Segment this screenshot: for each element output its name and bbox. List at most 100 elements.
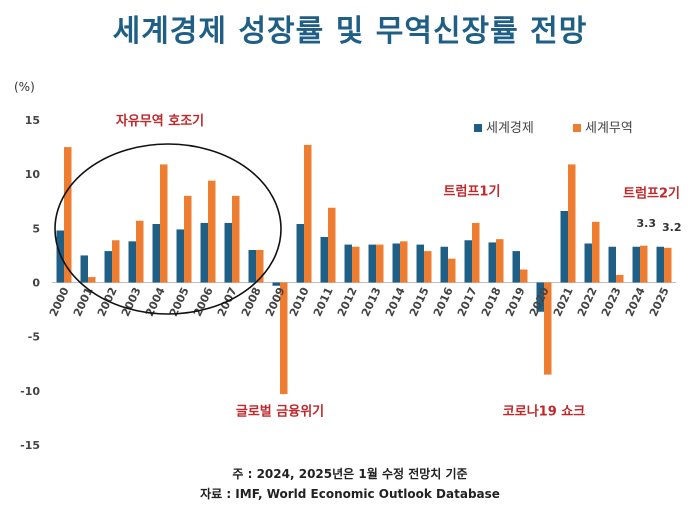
legend-label: 세계경제 <box>486 121 534 136</box>
x-tick-label: 2021 <box>551 285 576 318</box>
x-tick-label: 2018 <box>479 285 504 318</box>
bar-world-trade-2014 <box>400 241 408 283</box>
bar-world-economy-2025 <box>656 246 664 283</box>
bar-world-trade-2024 <box>640 245 648 283</box>
annotation-label: 글로벌 금융위기 <box>236 403 324 419</box>
legend: 세계경제 세계무역 <box>474 121 633 136</box>
bar-world-trade-2015 <box>424 251 432 283</box>
bar-world-economy-2019 <box>512 251 520 283</box>
bar-world-economy-2004 <box>152 224 160 283</box>
x-tick-label: 2015 <box>407 285 432 318</box>
y-tick-label: 15 <box>25 114 40 127</box>
x-tick-label: 2017 <box>455 285 480 318</box>
bar-world-economy-2013 <box>368 244 376 283</box>
bar-world-economy-2024 <box>632 246 640 283</box>
x-tick-label: 2001 <box>71 285 96 318</box>
data-label: 3.2 <box>662 221 682 234</box>
bar-world-trade-2023 <box>616 274 624 283</box>
y-tick-label: 10 <box>25 168 41 181</box>
bars <box>56 144 672 395</box>
bar-world-economy-2018 <box>488 242 496 283</box>
x-tick-label: 2010 <box>287 285 312 319</box>
chart-title: 세계경제 성장률 및 무역신장률 전망 <box>112 14 588 49</box>
y-tick-label: 5 <box>32 222 40 235</box>
y-axis-unit: (%) <box>14 80 35 94</box>
x-tick-label: 2014 <box>383 285 408 319</box>
x-tick-label: 2003 <box>119 285 144 318</box>
bar-world-economy-2009 <box>272 282 280 286</box>
bar-world-economy-2007 <box>224 222 232 283</box>
legend-swatch <box>474 124 482 132</box>
x-tick-label: 2011 <box>311 285 336 318</box>
bar-world-trade-2000 <box>64 147 72 283</box>
bar-world-economy-2016 <box>440 246 448 283</box>
annotation-label: 트럼프1기 <box>444 184 501 199</box>
data-label: 3.3 <box>637 217 657 230</box>
x-tick-label: 2008 <box>239 285 264 318</box>
bar-world-economy-2001 <box>80 255 88 283</box>
bar-world-trade-2019 <box>520 269 528 283</box>
bar-world-economy-2017 <box>464 240 472 283</box>
bar-world-economy-2002 <box>104 251 112 283</box>
bar-world-trade-2005 <box>184 195 192 283</box>
free-trade-period-circle <box>54 143 282 315</box>
x-tick-label: 2016 <box>431 285 456 319</box>
bar-world-economy-2015 <box>416 244 424 283</box>
x-tick-label: 2012 <box>335 285 360 318</box>
x-tick-label: 2000 <box>47 285 72 319</box>
bar-world-trade-2004 <box>160 164 168 283</box>
bar-world-trade-2001 <box>88 277 96 283</box>
x-tick-label: 2022 <box>575 285 600 318</box>
data-labels: 3.3 3.2 <box>637 217 682 234</box>
x-tick-label: 2024 <box>623 285 648 319</box>
bar-world-economy-2011 <box>320 237 328 283</box>
legend-label: 세계무역 <box>585 121 633 136</box>
bar-world-economy-2020 <box>536 282 544 312</box>
y-tick-label: -10 <box>20 385 40 398</box>
bar-world-trade-2009 <box>280 282 288 395</box>
bar-world-economy-2021 <box>560 211 568 283</box>
bar-world-economy-2005 <box>176 229 184 283</box>
x-tick-label: 2025 <box>647 285 672 318</box>
x-tick-label: 2006 <box>191 285 216 319</box>
bar-world-trade-2025 <box>664 247 672 283</box>
bar-world-trade-2003 <box>136 220 144 283</box>
bar-world-trade-2016 <box>448 258 456 283</box>
bar-world-trade-2007 <box>232 195 240 283</box>
annotation-label: 트럼프2기 <box>623 187 680 202</box>
x-tick-label: 2013 <box>359 285 384 318</box>
bar-world-trade-2017 <box>472 222 480 283</box>
annotation-label: 자유무역 호조기 <box>116 113 204 129</box>
bar-world-economy-2023 <box>608 246 616 283</box>
bar-world-trade-2022 <box>592 221 600 283</box>
x-axis-ticks: 2000 2001 2002 2003 2004 2005 2006 2007 2008 2009… <box>47 285 672 319</box>
bar-world-trade-2010 <box>304 144 312 283</box>
bar-world-trade-2011 <box>328 207 336 283</box>
bar-world-trade-2002 <box>112 240 120 283</box>
y-tick-label: -5 <box>28 331 40 344</box>
bar-world-economy-2014 <box>392 243 400 283</box>
bar-world-economy-2010 <box>296 224 304 283</box>
legend-swatch <box>573 124 581 132</box>
bar-world-economy-2006 <box>200 222 208 283</box>
x-tick-label: 2023 <box>599 285 624 318</box>
bar-world-trade-2013 <box>376 244 384 283</box>
bar-world-economy-2022 <box>584 243 592 283</box>
bar-world-economy-2008 <box>248 250 256 283</box>
notes-block: 주 : 2024, 2025년은 1월 수정 전망치 기준 자료 : IMF, … <box>0 464 700 504</box>
bar-world-trade-2021 <box>568 164 576 283</box>
bar-world-trade-2020 <box>544 282 552 375</box>
y-axis-ticks: 15 10 5 0 -5 -10 -15 <box>20 114 40 452</box>
bar-world-economy-2003 <box>128 241 136 283</box>
bar-world-economy-2012 <box>344 244 352 283</box>
x-tick-label: 2002 <box>95 285 120 318</box>
source-note: 자료 : IMF, World Economic Outlook Databas… <box>200 487 500 501</box>
bar-world-trade-2006 <box>208 180 216 283</box>
annotation-label: 코로나19 쇼크 <box>503 403 585 419</box>
y-tick-label: 0 <box>32 277 40 290</box>
bar-world-trade-2008 <box>256 250 264 283</box>
x-tick-label: 2019 <box>503 285 528 318</box>
bar-world-trade-2018 <box>496 239 504 283</box>
